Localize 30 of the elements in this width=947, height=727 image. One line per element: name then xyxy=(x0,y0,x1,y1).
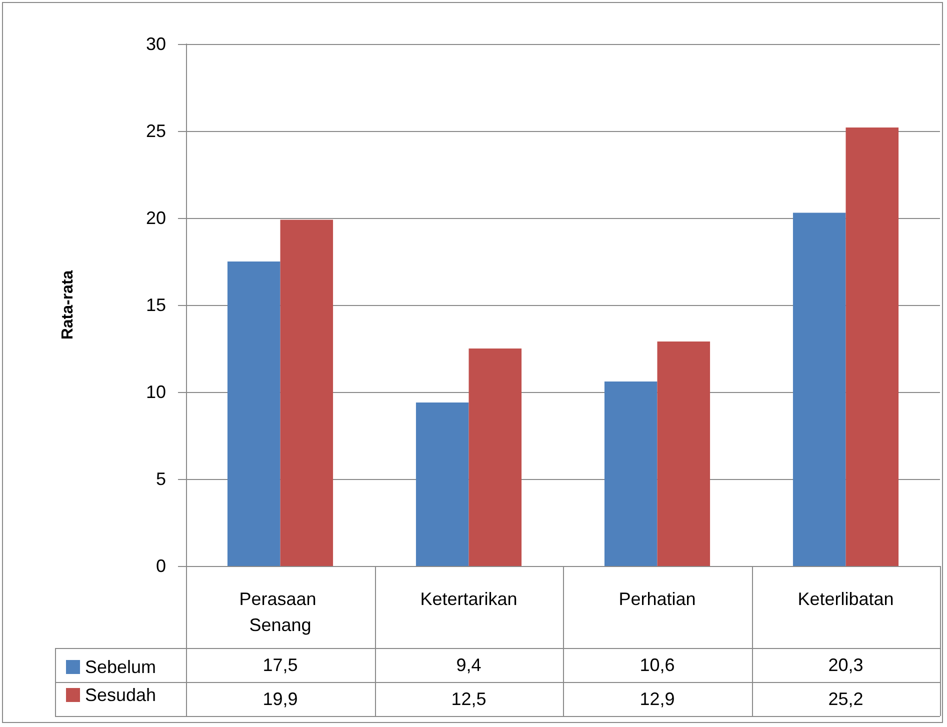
y-tick-label: 30 xyxy=(146,34,166,54)
bar xyxy=(846,128,899,566)
bar xyxy=(604,382,658,566)
x-tick-label: Ketertarikan xyxy=(420,589,518,609)
data-label: 10,6 xyxy=(638,654,676,677)
x-tick-label: Perhatian xyxy=(618,589,696,609)
bar xyxy=(792,212,846,566)
y-tick-label: 20 xyxy=(146,208,166,228)
y-tick-label: 25 xyxy=(146,121,166,141)
bar xyxy=(280,220,334,566)
x-tick-label: Perasaan Senang xyxy=(239,589,322,635)
legend-label: Sesudah xyxy=(85,685,156,705)
y-tick-label: 0 xyxy=(156,556,166,576)
legend-label: Sebelum xyxy=(85,657,156,677)
bar xyxy=(468,348,522,566)
data-label: 17,5 xyxy=(262,654,299,677)
y-tick-label: 15 xyxy=(146,295,166,315)
data-label: 20,3 xyxy=(827,654,864,677)
data-label: 12,9 xyxy=(638,688,676,711)
y-tick-label: 10 xyxy=(146,382,166,402)
data-label: 19,9 xyxy=(262,688,299,711)
bar xyxy=(227,262,280,566)
data-label: 9,4 xyxy=(455,654,482,677)
bar xyxy=(416,402,469,566)
y-axis-title: Rata-rata xyxy=(60,270,76,340)
y-tick-label: 5 xyxy=(156,469,166,489)
data-label: 12,5 xyxy=(450,688,488,711)
x-tick-label: Keterlibatan xyxy=(798,589,894,609)
data-label: 25,2 xyxy=(827,688,864,711)
bar xyxy=(657,342,710,566)
